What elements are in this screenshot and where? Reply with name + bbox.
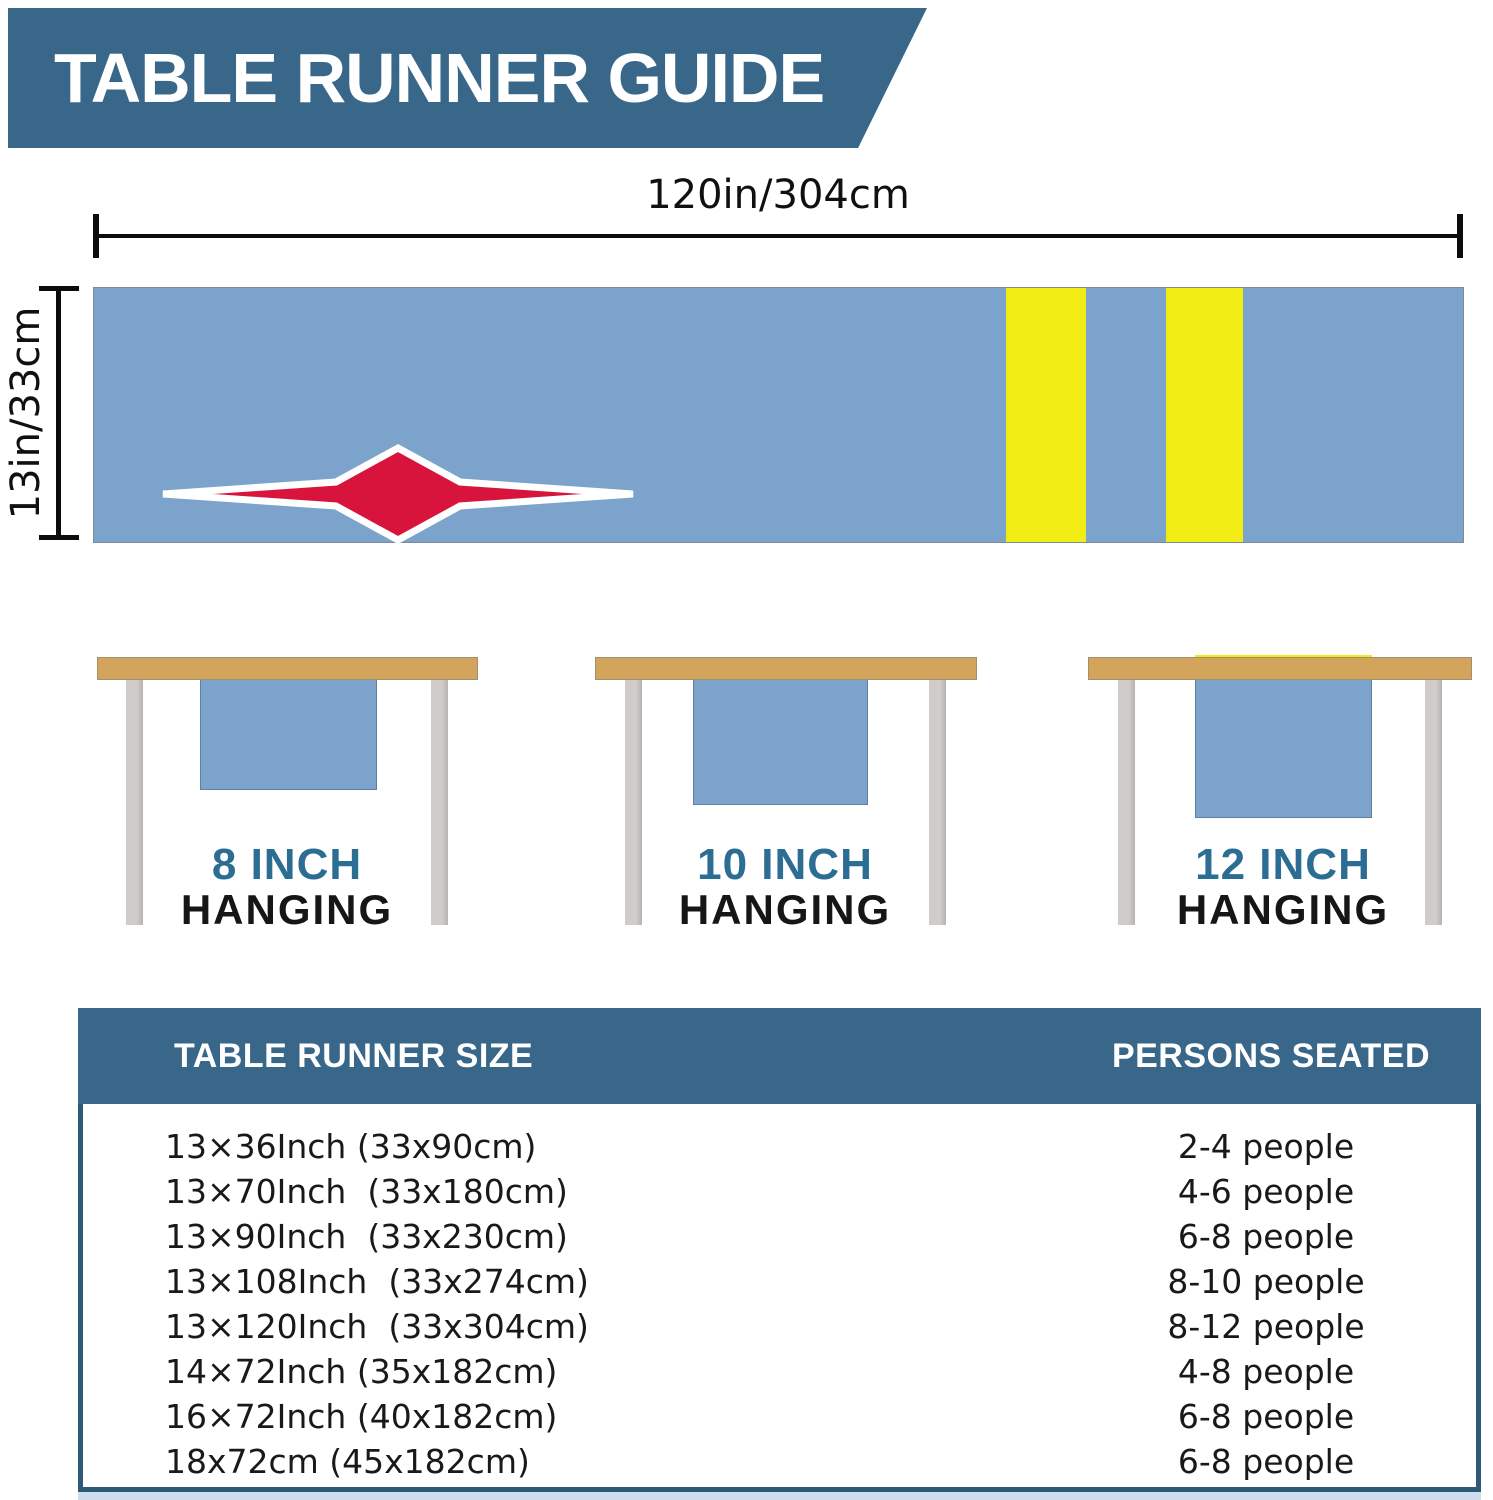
- four-point-star-icon: [162, 444, 634, 544]
- size-cell: 18x72cm (45x182cm): [165, 1442, 530, 1481]
- hanging-size-label: 12 INCH: [1195, 840, 1371, 889]
- width-dimension-top-cap: [39, 286, 79, 291]
- tabletop: [1088, 657, 1472, 680]
- size-cell: 13×36Inch (33x90cm): [165, 1127, 537, 1166]
- persons-cell: 8-12 people: [1167, 1307, 1365, 1346]
- table-row: 14×72Inch (35x182cm) 4-8 people: [83, 1349, 1476, 1394]
- width-dimension-line: [56, 288, 61, 540]
- persons-cell: 8-10 people: [1167, 1262, 1365, 1301]
- page-title: TABLE RUNNER GUIDE: [54, 39, 825, 117]
- width-dimension-label: 13in/33cm: [3, 306, 49, 520]
- size-cell: 13×108Inch (33x274cm): [165, 1262, 589, 1301]
- column-header-persons: PERSONS SEATED: [1111, 1036, 1431, 1075]
- hanging-word-label: HANGING: [1176, 886, 1390, 933]
- persons-cell: 2-4 people: [1177, 1127, 1355, 1166]
- length-dimension-label: 120in/304cm: [646, 172, 910, 218]
- tabletop: [595, 657, 977, 680]
- hanging-word-label: HANGING: [678, 886, 892, 933]
- size-cell: 16×72Inch (40x182cm): [165, 1397, 558, 1436]
- tabletop: [97, 657, 478, 680]
- table-leg: [625, 680, 642, 925]
- table-row: 18x72cm (45x182cm) 6-8 people: [83, 1439, 1476, 1484]
- size-chart-header-row: TABLE RUNNER SIZE PERSONS SEATED: [78, 1008, 1481, 1104]
- hanging-word-label: HANGING: [180, 886, 394, 933]
- length-dimension-left-cap: [93, 214, 99, 258]
- persons-cell: 6-8 people: [1177, 1442, 1355, 1481]
- table-runner-swatch: [93, 287, 1464, 544]
- size-chart-table: TABLE RUNNER SIZE PERSONS SEATED 13×36In…: [78, 1008, 1481, 1492]
- length-dimension-line: [95, 234, 1461, 238]
- width-dimension-bottom-cap: [39, 535, 79, 540]
- persons-cell: 6-8 people: [1177, 1217, 1355, 1256]
- persons-cell: 4-6 people: [1177, 1172, 1355, 1211]
- header-banner: TABLE RUNNER GUIDE: [8, 8, 927, 148]
- table-row: 13×90Inch (33x230cm) 6-8 people: [83, 1214, 1476, 1259]
- length-dimension-right-cap: [1457, 214, 1463, 258]
- table-row: 13×108Inch (33x274cm) 8-10 people: [83, 1259, 1476, 1304]
- table-row: 13×70Inch (33x180cm) 4-6 people: [83, 1169, 1476, 1214]
- persons-cell: 4-8 people: [1177, 1352, 1355, 1391]
- yellow-stripe: [1006, 288, 1086, 542]
- size-chart-body: 13×36Inch (33x90cm) 2-4 people 13×70Inch…: [78, 1104, 1481, 1492]
- table-leg: [1118, 680, 1135, 925]
- persons-cell: 6-8 people: [1177, 1397, 1355, 1436]
- table-row: 13×120Inch (33x304cm) 8-12 people: [83, 1304, 1476, 1349]
- table-row: 16×72Inch (40x182cm) 6-8 people: [83, 1394, 1476, 1439]
- table-row: 13×36Inch (33x90cm) 2-4 people: [83, 1124, 1476, 1169]
- size-cell: 14×72Inch (35x182cm): [165, 1352, 558, 1391]
- table-leg: [431, 680, 448, 925]
- hanging-size-label: 10 INCH: [697, 840, 873, 889]
- yellow-stripe: [1166, 288, 1243, 542]
- size-cell: 13×90Inch (33x230cm): [165, 1217, 568, 1256]
- size-cell: 13×120Inch (33x304cm): [165, 1307, 589, 1346]
- size-cell: 13×70Inch (33x180cm): [165, 1172, 568, 1211]
- table-leg: [1425, 680, 1442, 925]
- table-leg: [929, 680, 946, 925]
- table-leg: [126, 680, 143, 925]
- runner-drape: [693, 657, 868, 805]
- footer-strip: [78, 1492, 1481, 1500]
- hanging-size-label: 8 INCH: [211, 840, 363, 889]
- column-header-size: TABLE RUNNER SIZE: [174, 1036, 534, 1075]
